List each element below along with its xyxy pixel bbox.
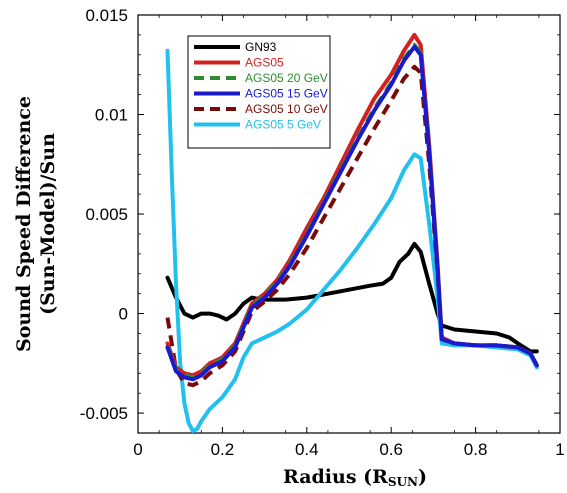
legend-entry-4: AGS05 10 GeV (245, 102, 328, 116)
legend-entry-2: AGS05 20 GeV (245, 71, 328, 85)
y-tick-label: 0 (119, 305, 128, 324)
y-axis-label-line1: Sound Speed Difference (13, 96, 35, 352)
legend-entry-1: AGS05 (245, 56, 284, 70)
series-line-0 (165, 241, 539, 354)
x-tick-label: 0.4 (295, 440, 319, 459)
legend-entry-5: AGS05 5 GeV (245, 118, 321, 132)
y-axis-label-line2: (Sun-Model)/Sun (37, 133, 59, 315)
y-tick-label: 0.015 (85, 6, 128, 25)
legend-entry-3: AGS05 15 GeV (245, 87, 328, 101)
y-tick-label: 0.01 (95, 106, 128, 125)
x-tick-label: 0 (133, 440, 142, 459)
y-axis-ticks: -0.005 0 0.005 0.01 0.015 (80, 6, 560, 434)
y-tick-label: 0.005 (85, 205, 128, 224)
series-layer (165, 32, 539, 433)
y-tick-label: -0.005 (80, 404, 128, 423)
plot-frame (137, 14, 561, 434)
x-tick-label: 0.2 (211, 440, 235, 459)
x-tick-label: 0.8 (464, 440, 488, 459)
x-axis-ticks: 0 0.2 0.4 0.6 0.8 1 (133, 15, 565, 459)
x-tick-label: 0.6 (379, 440, 403, 459)
series-line-3 (165, 44, 539, 382)
series-line-5 (165, 48, 539, 433)
legend-entry-0: GN93 (245, 40, 277, 54)
x-tick-label: 1 (555, 440, 564, 459)
x-axis-label: Radius (RSUN) (283, 466, 427, 489)
